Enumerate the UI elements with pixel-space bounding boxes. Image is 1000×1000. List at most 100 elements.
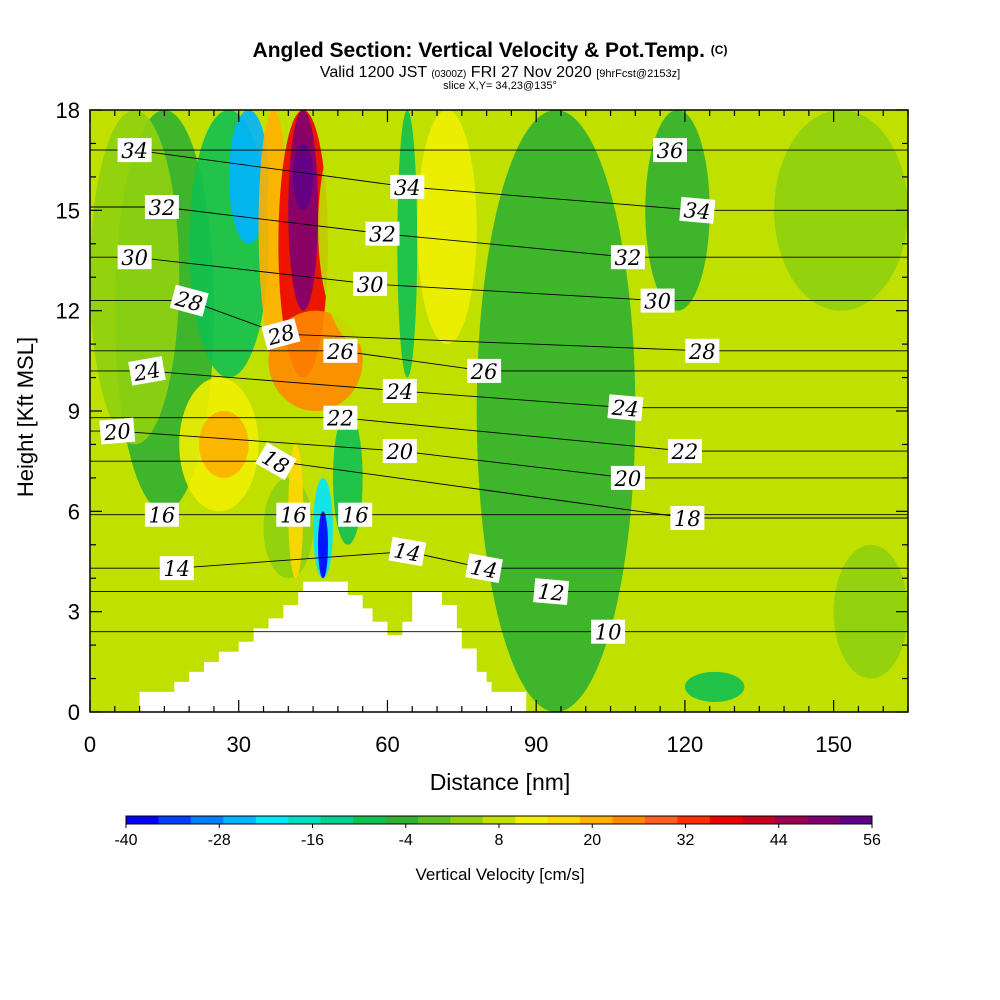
theta-label-text: 30 xyxy=(121,246,148,270)
chart-title: Angled Section: Vertical Velocity & Pot.… xyxy=(253,39,728,62)
theta-label: 16 xyxy=(144,502,179,528)
theta-label-box xyxy=(685,338,720,363)
y-tick-label: 3 xyxy=(68,600,80,625)
theta-label-box xyxy=(159,556,194,581)
theta-label-box xyxy=(610,245,645,270)
colorbar-swatch xyxy=(320,816,354,824)
theta-label-text: 32 xyxy=(369,223,396,247)
theta-label: 24 xyxy=(607,394,644,422)
colorbar-tick-label: -16 xyxy=(301,832,324,849)
colorbar-label: Vertical Velocity [cm/s] xyxy=(415,865,584,884)
theta-label-text: 16 xyxy=(149,504,176,528)
y-tick-label: 18 xyxy=(56,98,80,123)
x-tick-label: 60 xyxy=(375,732,399,757)
theta-label-text: 24 xyxy=(385,380,413,404)
theta-label-box xyxy=(533,578,570,606)
colorbar-tick-label: -28 xyxy=(208,832,231,849)
colorbar-swatch xyxy=(158,816,192,824)
theta-label: 14 xyxy=(388,536,427,567)
theta-label-text: 14 xyxy=(469,555,499,583)
theta-label: 26 xyxy=(467,358,502,384)
velocity-cell xyxy=(417,110,477,345)
colorbar-swatch xyxy=(644,816,678,824)
theta-label: 32 xyxy=(144,195,179,220)
theta-label-text: 12 xyxy=(537,579,566,605)
theta-label-box xyxy=(382,439,417,464)
theta-label: 28 xyxy=(685,338,720,364)
theta-label: 16 xyxy=(338,502,373,528)
theta-label-text: 32 xyxy=(615,246,642,270)
theta-label-box xyxy=(323,338,358,363)
velocity-cell xyxy=(734,477,824,579)
y-tick-label: 12 xyxy=(56,299,80,324)
y-tick-label: 9 xyxy=(68,399,80,424)
theta-label: 20 xyxy=(610,465,645,491)
theta-label-box xyxy=(591,619,626,644)
y-tick-label: 6 xyxy=(68,499,80,524)
theta-label: 18 xyxy=(670,506,705,531)
theta-label-box xyxy=(610,465,645,490)
colorbar-swatch xyxy=(385,816,419,824)
colorbar-swatch xyxy=(774,816,808,824)
colorbar-swatch xyxy=(482,816,516,824)
theta-contour-line xyxy=(90,417,908,452)
y-tick-label: 15 xyxy=(56,198,80,223)
theta-label: 14 xyxy=(465,553,503,583)
theta-label-box xyxy=(117,245,152,270)
colorbar-swatch xyxy=(353,816,386,824)
y-tick-label: 0 xyxy=(68,700,80,725)
colorbar-swatch xyxy=(742,816,775,824)
colorbar-swatch xyxy=(547,816,581,824)
colorbar-swatch xyxy=(223,816,257,824)
theta-label-box xyxy=(276,502,311,527)
theta-label: 34 xyxy=(117,138,152,163)
slice-label: slice X,Y= 34,23@135° xyxy=(443,80,557,92)
theta-label: 28 xyxy=(261,318,301,351)
theta-label-text: 16 xyxy=(342,504,369,528)
colorbar-swatch xyxy=(839,816,873,824)
theta-label-box xyxy=(390,174,425,199)
theta-label-box xyxy=(169,284,209,317)
velocity-cell xyxy=(684,671,745,702)
chart-subtitle: Valid 1200 JST (0300Z) FRI 27 Nov 2020 [… xyxy=(320,64,680,81)
theta-label-box xyxy=(607,394,644,422)
colorbar: -40 -28 -16 -4 8 20 32 44 56 xyxy=(114,815,881,849)
theta-label: 32 xyxy=(610,245,645,270)
colorbar-swatch xyxy=(709,816,743,824)
theta-label-box xyxy=(670,506,705,530)
colorbar-swatch xyxy=(288,816,321,824)
theta-label-box xyxy=(640,288,675,313)
colorbar-swatch xyxy=(255,816,289,824)
x-tick-label: 30 xyxy=(226,732,250,757)
plot-area xyxy=(90,109,909,712)
theta-label-box xyxy=(388,536,427,567)
theta-label-text: 14 xyxy=(163,557,190,581)
theta-label-box xyxy=(323,405,358,430)
theta-label: 10 xyxy=(591,619,626,645)
colorbar-tick-label: -40 xyxy=(114,832,137,849)
theta-label-text: 30 xyxy=(644,290,671,314)
colorbar-tick-label: 8 xyxy=(495,832,504,849)
theta-label: 30 xyxy=(640,288,675,314)
theta-label-text: 26 xyxy=(470,360,498,384)
y-axis-label: Height [Kft MSL] xyxy=(13,337,38,497)
theta-label-text: 22 xyxy=(671,440,699,464)
theta-label-box xyxy=(261,318,301,351)
theta-label-text: 34 xyxy=(121,139,148,163)
theta-label-text: 36 xyxy=(657,139,684,163)
theta-label: 36 xyxy=(653,138,687,163)
theta-label-box xyxy=(467,358,502,383)
velocity-cell xyxy=(293,143,314,211)
x-tick-label: 0 xyxy=(84,732,96,757)
theta-label-box xyxy=(338,502,373,527)
theta-label: 22 xyxy=(323,405,358,431)
theta-label: 20 xyxy=(99,417,136,445)
theta-label: 30 xyxy=(353,271,388,297)
theta-label-text: 16 xyxy=(280,504,307,528)
theta-label-text: 20 xyxy=(385,440,413,464)
theta-label: 34 xyxy=(390,174,425,200)
theta-contour-line xyxy=(90,460,908,519)
theta-label-box xyxy=(99,417,136,445)
